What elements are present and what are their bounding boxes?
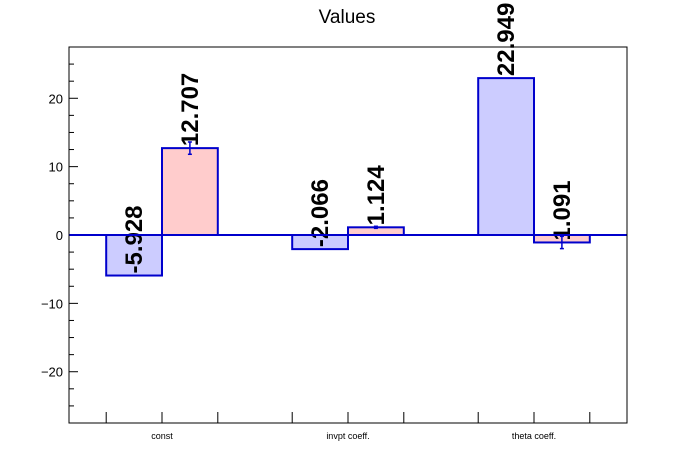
x-category-label: invpt coeff.: [326, 431, 369, 441]
bar: [161, 147, 219, 236]
x-category-label: const: [151, 431, 173, 441]
y-tick-label: −20: [41, 365, 63, 380]
y-tick-label: 0: [56, 228, 63, 243]
bar-value-label: 22.949: [493, 3, 520, 76]
chart-title: Values: [319, 7, 376, 28]
plot-area: −20 −10 0 10 20 const invpt coeff. theta coeff.…: [41, 3, 627, 441]
y-tick-label: 10: [49, 160, 63, 175]
bar-value-label: 12.707: [177, 73, 204, 146]
bar: [477, 77, 536, 236]
y-tick-label: 20: [49, 91, 63, 106]
bar-value-label: 1.124: [363, 165, 390, 226]
bar: [105, 234, 163, 277]
x-category-label: theta coeff.: [512, 431, 556, 441]
bar-value-label: 1.091: [549, 180, 576, 240]
bar-value-label: -5.928: [121, 205, 148, 273]
plot-frame: [68, 46, 628, 424]
bar-value-label: -2.066: [307, 179, 334, 247]
y-tick-label: −10: [41, 296, 63, 311]
